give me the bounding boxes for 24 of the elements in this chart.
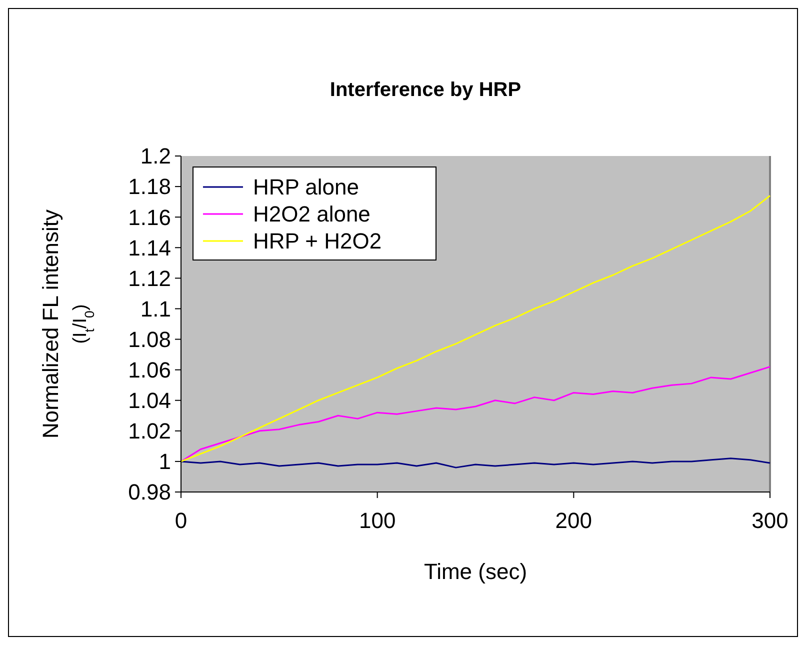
x-tick-label: 200: [555, 508, 592, 533]
y-tick-label: 1.04: [128, 388, 171, 414]
y-tick-label: 1.16: [128, 204, 171, 230]
x-tick-label: 300: [752, 508, 788, 533]
line-series: [180, 194, 771, 462]
y-tick-label: 1.08: [128, 326, 171, 352]
y-tick-label: 1.12: [128, 266, 171, 291]
y-tick-label: 1.02: [128, 418, 171, 444]
legend-label: HRP alone: [253, 174, 359, 200]
y-tick-label: 1.2: [140, 144, 171, 169]
line-series: [180, 458, 771, 468]
x-axis-title: Time (sec): [424, 559, 528, 584]
y-tick-label: 1: [158, 449, 171, 474]
y-tick-label: 0.98: [128, 480, 171, 505]
y-tick-label: 1.06: [128, 358, 171, 383]
y-tick-label: 1.1: [140, 296, 171, 322]
legend-label: H2O2 alone: [253, 202, 370, 227]
line-series: [180, 366, 771, 462]
x-tick-label: 100: [358, 508, 396, 533]
y-tick-label: 1.18: [128, 174, 171, 200]
chart-title: Interference by HRP: [330, 79, 522, 101]
legend-label: HRP + H2O2: [253, 228, 382, 254]
y-tick-label: 1.14: [128, 235, 171, 260]
x-tick-label: 0: [174, 508, 188, 533]
